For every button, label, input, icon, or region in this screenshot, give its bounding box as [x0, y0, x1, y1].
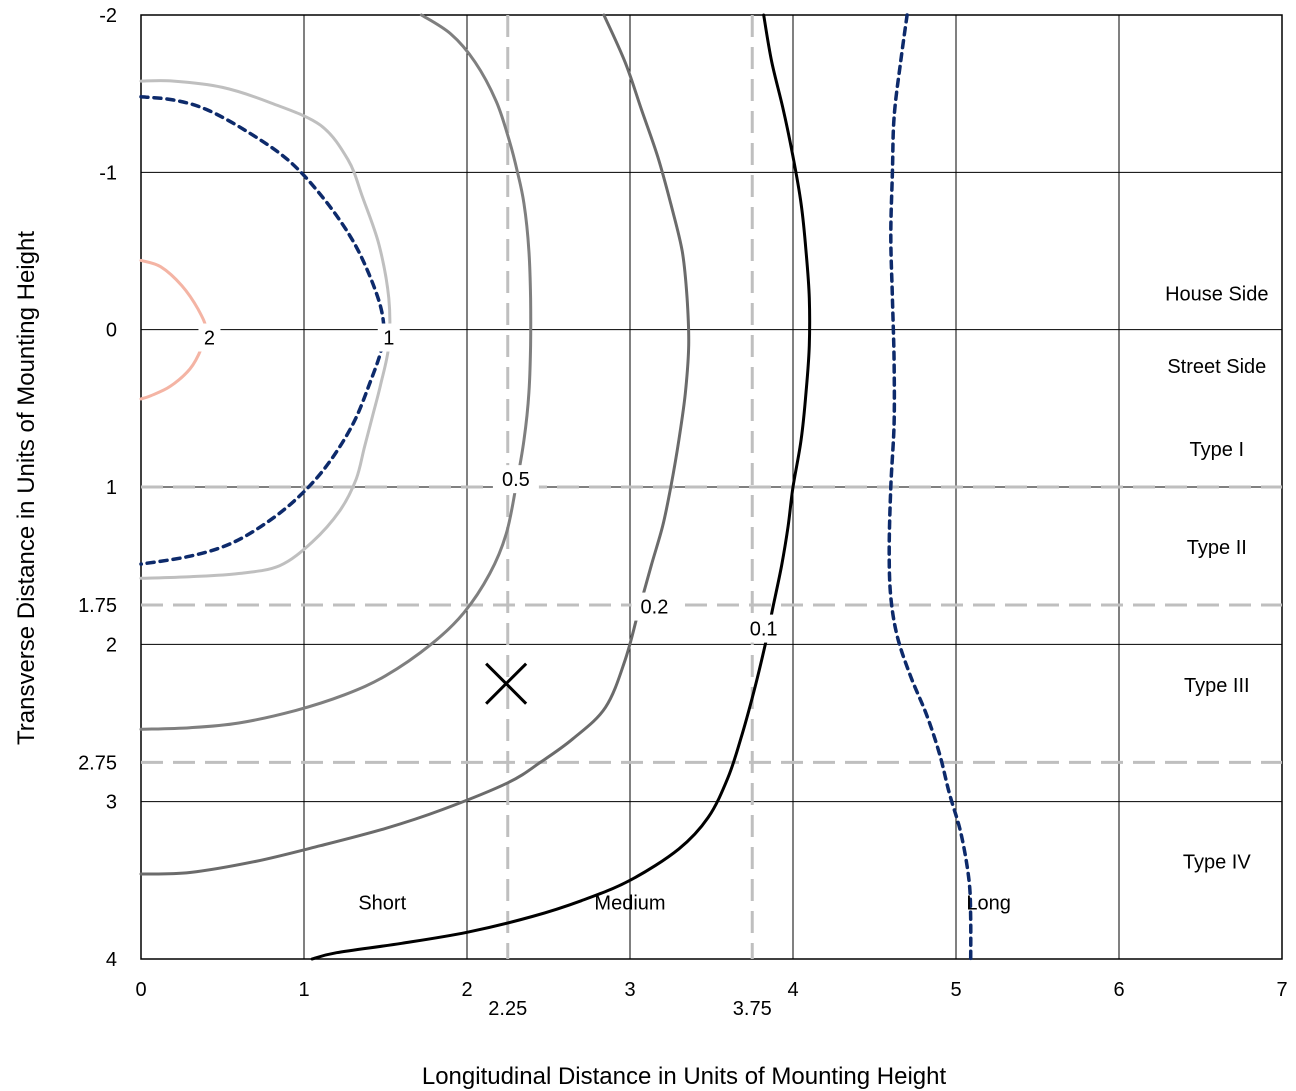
x-tick-label: 0 — [135, 979, 146, 1001]
y-tick-labels: -2 -1 0 1 1.75 2 2.75 3 4 — [78, 5, 117, 971]
region-label: Type II — [1187, 537, 1247, 559]
x-extra-tick-label: 2.25 — [488, 998, 527, 1020]
contour-line-0-5 — [139, 13, 533, 731]
y-tick-label: 0 — [106, 320, 117, 342]
reference-lines — [141, 15, 1282, 959]
region-labels: House Side Street Side Type I Type II Type I… — [358, 283, 1268, 914]
contour-label-bg — [631, 592, 678, 621]
contour-label-bg — [492, 465, 539, 494]
x-extra-tick-label: 3.75 — [733, 998, 772, 1020]
contour-line-dashed-2 — [139, 95, 386, 566]
contour-line-0-1 — [310, 13, 812, 961]
y-tick-label: 2 — [106, 634, 117, 656]
region-label: Type IV — [1183, 851, 1251, 873]
x-tick-label: 7 — [1276, 979, 1287, 1001]
y-tick-label: -2 — [99, 5, 117, 27]
contour-label: 2 — [204, 328, 215, 350]
x-axis-title: Longitudinal Distance in Units of Mounti… — [422, 1063, 947, 1090]
contour-label: 0.1 — [750, 619, 778, 641]
contour-label-bg — [198, 323, 221, 352]
x-marker-stroke — [485, 662, 528, 705]
y-tick-label: 1.75 — [78, 595, 117, 617]
x-tick-labels: 0 1 2 3 4 5 6 7 2.25 3.75 — [135, 979, 1287, 1020]
marker-group — [485, 662, 528, 705]
contour-label: 0.2 — [641, 597, 669, 619]
contour-label-bg — [740, 614, 787, 643]
x-tick-label: 1 — [298, 979, 309, 1001]
contour-line-1 — [139, 79, 392, 580]
contour-line-0-2 — [139, 13, 691, 876]
contour-curves — [139, 13, 973, 961]
contour-label: 1 — [383, 328, 394, 350]
contour-line-dashed-6 — [887, 13, 973, 961]
x-tick-label: 6 — [1113, 979, 1124, 1001]
contour-label-bg — [377, 323, 400, 352]
region-label: Medium — [594, 892, 665, 914]
region-label: House Side — [1165, 283, 1268, 305]
x-tick-label: 3 — [624, 979, 635, 1001]
y-tick-label: 4 — [106, 949, 117, 971]
x-tick-label: 4 — [787, 979, 798, 1001]
x-tick-label: 2 — [461, 979, 472, 1001]
y-tick-label: 3 — [106, 792, 117, 814]
y-tick-label: -1 — [99, 162, 117, 184]
y-axis-title: Transverse Distance in Units of Mounting… — [13, 231, 40, 745]
y-tick-label: 2.75 — [78, 752, 117, 774]
x-tick-label: 5 — [950, 979, 961, 1001]
y-tick-label: 1 — [106, 477, 117, 499]
contour-label: 0.5 — [502, 469, 530, 491]
region-label: Type III — [1184, 675, 1250, 697]
region-label: Type I — [1190, 439, 1244, 461]
region-label: Short — [358, 892, 406, 914]
region-label: Long — [966, 892, 1011, 914]
region-label: Street Side — [1167, 356, 1266, 378]
contour-labels: 2 1 0.5 0.2 0.1 — [198, 323, 787, 643]
